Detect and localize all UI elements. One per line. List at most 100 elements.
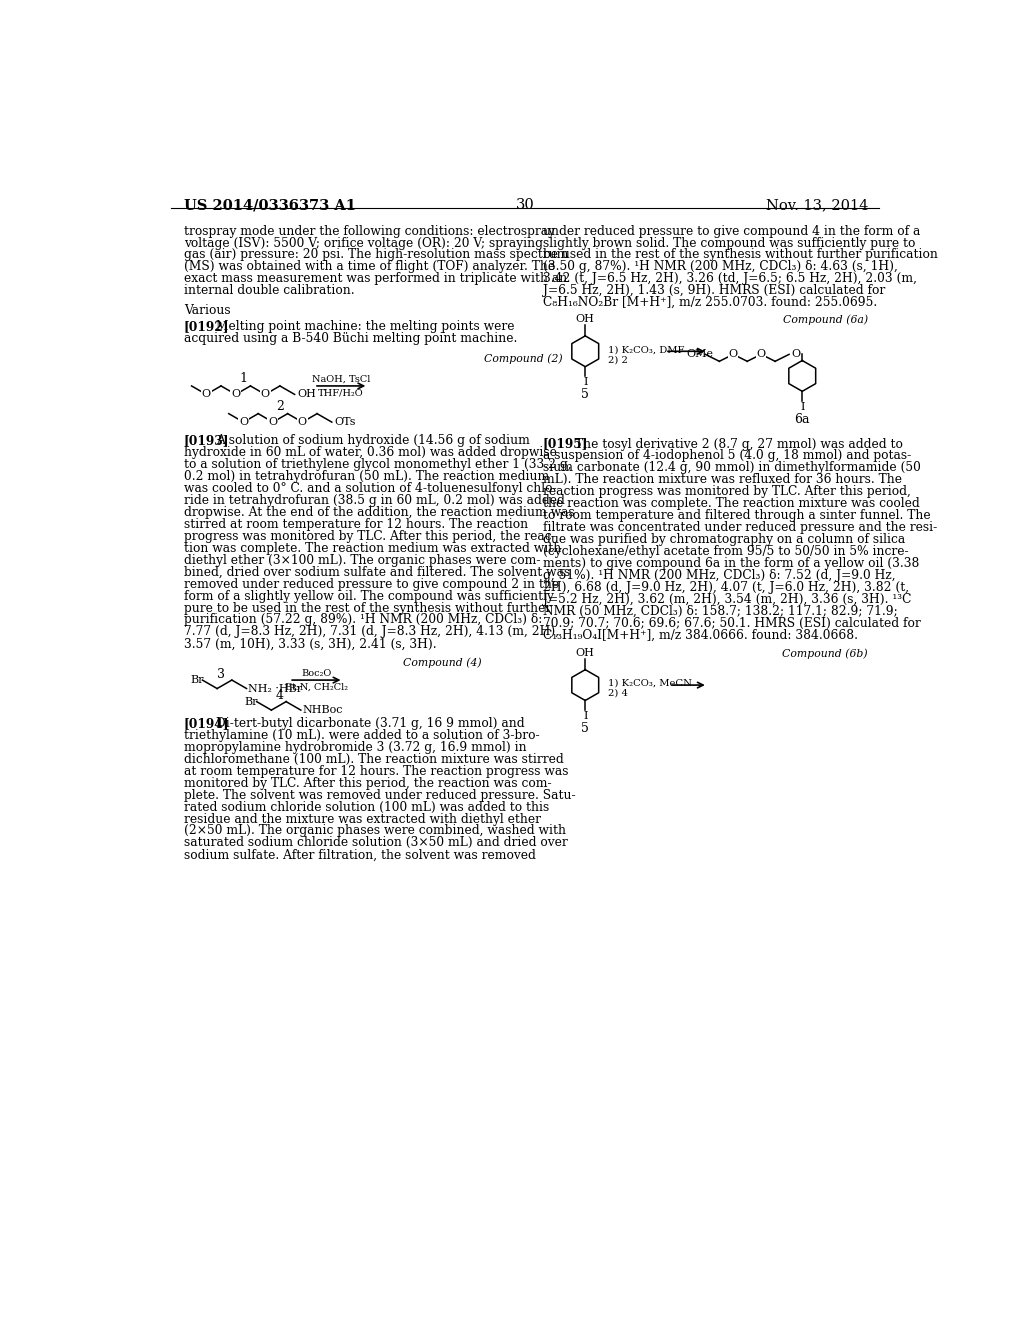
Text: OTs: OTs [334,417,355,428]
Text: 0.2 mol) in tetrahydrofuran (50 mL). The reaction medium: 0.2 mol) in tetrahydrofuran (50 mL). The… [183,470,549,483]
Text: Et₃N, CH₂Cl₂: Et₃N, CH₂Cl₂ [285,682,348,692]
Text: Nov. 13, 2014: Nov. 13, 2014 [766,198,868,213]
Text: J=6.5 Hz, 2H), 1.43 (s, 9H). HMRS (ESI) calculated for: J=6.5 Hz, 2H), 1.43 (s, 9H). HMRS (ESI) … [543,284,885,297]
Text: O: O [729,350,738,359]
Text: THF/H₂O: THF/H₂O [318,388,364,397]
Text: 2) 2: 2) 2 [608,355,629,364]
Text: be used in the rest of the synthesis without further purification: be used in the rest of the synthesis wit… [543,248,938,261]
Text: OH: OH [297,389,315,400]
Text: I: I [583,378,588,388]
Text: bined, dried over sodium sulfate and filtered. The solvent was: bined, dried over sodium sulfate and fil… [183,566,570,578]
Text: US 2014/0336373 A1: US 2014/0336373 A1 [183,198,355,213]
Text: 2H), 6.68 (d, J=9.0 Hz, 2H), 4.07 (t, J=6.0 Hz, 2H), 3.82 (t,: 2H), 6.68 (d, J=9.0 Hz, 2H), 4.07 (t, J=… [543,581,908,594]
Text: reaction progress was monitored by TLC. After this period,: reaction progress was monitored by TLC. … [543,486,910,498]
Text: The tosyl derivative 2 (8.7 g, 27 mmol) was added to: The tosyl derivative 2 (8.7 g, 27 mmol) … [575,437,903,450]
Text: O: O [298,417,307,428]
Text: ride in tetrahydrofuran (38.5 g in 60 mL, 0.2 mol) was added: ride in tetrahydrofuran (38.5 g in 60 mL… [183,494,564,507]
Text: Br: Br [190,675,204,685]
Text: pure to be used in the rest of the synthesis without further: pure to be used in the rest of the synth… [183,602,551,615]
Text: 2) 4: 2) 4 [608,689,629,698]
Text: gas (air) pressure: 20 psi. The high-resolution mass spectrum: gas (air) pressure: 20 psi. The high-res… [183,248,568,261]
Text: dropwise. At the end of the addition, the reaction medium was: dropwise. At the end of the addition, th… [183,506,574,519]
Text: removed under reduced pressure to give compound 2 in the: removed under reduced pressure to give c… [183,578,559,590]
Text: voltage (ISV): 5500 V; orifice voltage (OR): 20 V; spraying: voltage (ISV): 5500 V; orifice voltage (… [183,236,543,249]
Text: the reaction was complete. The reaction mixture was cooled: the reaction was complete. The reaction … [543,498,920,511]
Text: internal double calibration.: internal double calibration. [183,284,354,297]
Text: form of a slightly yellow oil. The compound was sufficiently: form of a slightly yellow oil. The compo… [183,590,554,603]
Text: (MS) was obtained with a time of flight (TOF) analyzer. The: (MS) was obtained with a time of flight … [183,260,555,273]
Text: g, 51%). ¹H NMR (200 MHz, CDCl₃) δ: 7.52 (d, J=9.0 Hz,: g, 51%). ¹H NMR (200 MHz, CDCl₃) δ: 7.52… [543,569,895,582]
Text: 5: 5 [582,722,589,735]
Text: Compound (2): Compound (2) [484,354,563,364]
Text: OH: OH [575,648,595,659]
Text: triethylamine (10 mL). were added to a solution of 3-bro-: triethylamine (10 mL). were added to a s… [183,729,540,742]
Text: O: O [792,350,801,359]
Text: was cooled to 0° C. and a solution of 4-toluenesulfonyl chlo-: was cooled to 0° C. and a solution of 4-… [183,482,556,495]
Text: mL). The reaction mixture was refluxed for 36 hours. The: mL). The reaction mixture was refluxed f… [543,474,901,486]
Text: to a solution of triethylene glycol monomethyl ether 1 (33.2 g,: to a solution of triethylene glycol mono… [183,458,571,471]
Text: acquired using a B-540 Büchi melting point machine.: acquired using a B-540 Büchi melting poi… [183,333,517,346]
Text: plete. The solvent was removed under reduced pressure. Satu-: plete. The solvent was removed under red… [183,788,575,801]
Text: 4: 4 [275,689,283,702]
Text: Various: Various [183,304,230,317]
Text: Boc₂O: Boc₂O [301,669,332,677]
Text: 1: 1 [239,372,247,385]
Text: sodium sulfate. After filtration, the solvent was removed: sodium sulfate. After filtration, the so… [183,849,536,862]
Text: to room temperature and filtered through a sinter funnel. The: to room temperature and filtered through… [543,510,930,523]
Text: at room temperature for 12 hours. The reaction progress was: at room temperature for 12 hours. The re… [183,764,568,777]
Text: O: O [757,350,766,359]
Text: Melting point machine: the melting points were: Melting point machine: the melting point… [216,321,515,334]
Text: I: I [583,711,588,721]
Text: filtrate was concentrated under reduced pressure and the resi-: filtrate was concentrated under reduced … [543,521,937,535]
Text: dichloromethane (100 mL). The reaction mixture was stirred: dichloromethane (100 mL). The reaction m… [183,752,563,766]
Text: 5: 5 [582,388,589,401]
Text: ments) to give compound 6a in the form of a yellow oil (3.38: ments) to give compound 6a in the form o… [543,557,919,570]
Text: O: O [268,417,278,428]
Text: O: O [239,417,248,428]
Text: NHBoc: NHBoc [302,705,343,715]
Text: Compound (6a): Compound (6a) [783,314,868,325]
Text: Di-tert-butyl dicarbonate (3.71 g, 16 9 mmol) and: Di-tert-butyl dicarbonate (3.71 g, 16 9 … [216,717,525,730]
Text: J=5.2 Hz, 2H), 3.62 (m, 2H), 3.54 (m, 2H), 3.36 (s, 3H). ¹³C: J=5.2 Hz, 2H), 3.62 (m, 2H), 3.54 (m, 2H… [543,593,911,606]
Text: diethyl ether (3×100 mL). The organic phases were com-: diethyl ether (3×100 mL). The organic ph… [183,554,541,566]
Text: Compound (6b): Compound (6b) [782,648,868,659]
Text: (cyclohexane/ethyl acetate from 95/5 to 50/50 in 5% incre-: (cyclohexane/ethyl acetate from 95/5 to … [543,545,908,558]
Text: 1) K₂CO₃, DMF: 1) K₂CO₃, DMF [608,345,685,354]
Text: NaOH, TsCl: NaOH, TsCl [312,375,371,384]
Text: [0193]: [0193] [183,434,229,447]
Text: Compound (4): Compound (4) [403,657,481,668]
Text: tion was complete. The reaction medium was extracted with: tion was complete. The reaction medium w… [183,543,561,554]
Text: 1) K₂CO₃, MeCN: 1) K₂CO₃, MeCN [608,678,692,688]
Text: due was purified by chromatography on a column of silica: due was purified by chromatography on a … [543,533,905,546]
Text: 3.42 (t, J=6.5 Hz, 2H), 3.26 (td, J=6.5; 6.5 Hz, 2H), 2.03 (m,: 3.42 (t, J=6.5 Hz, 2H), 3.26 (td, J=6.5;… [543,272,916,285]
Text: slightly brown solid. The compound was sufficiently pure to: slightly brown solid. The compound was s… [543,236,915,249]
Text: 6a: 6a [795,413,810,426]
Text: O: O [261,389,269,400]
Text: A solution of sodium hydroxide (14.56 g of sodium: A solution of sodium hydroxide (14.56 g … [216,434,530,447]
Text: saturated sodium chloride solution (3×50 mL) and dried over: saturated sodium chloride solution (3×50… [183,837,567,849]
Text: Br: Br [245,697,258,706]
Text: under reduced pressure to give compound 4 in the form of a: under reduced pressure to give compound … [543,224,920,238]
Text: 7.77 (d, J=8.3 Hz, 2H), 7.31 (d, J=8.3 Hz, 2H), 4.13 (m, 2H),: 7.77 (d, J=8.3 Hz, 2H), 7.31 (d, J=8.3 H… [183,626,559,639]
Text: C₁₃H₁₉O₄I[M+H⁺], m/z 384.0666. found: 384.0668.: C₁₃H₁₉O₄I[M+H⁺], m/z 384.0666. found: 38… [543,628,858,642]
Text: I: I [800,403,805,412]
Text: NH₂ ·HBr: NH₂ ·HBr [248,684,302,693]
Text: [0194]: [0194] [183,717,229,730]
Text: 3: 3 [217,668,225,681]
Text: NMR (50 MHz, CDCl₃) δ: 158.7; 138.2; 117.1; 82.9; 71.9;: NMR (50 MHz, CDCl₃) δ: 158.7; 138.2; 117… [543,605,897,618]
Text: stirred at room temperature for 12 hours. The reaction: stirred at room temperature for 12 hours… [183,517,528,531]
Text: (2×50 mL). The organic phases were combined, washed with: (2×50 mL). The organic phases were combi… [183,825,566,837]
Text: C₈H₁₆NO₂Br [M+H⁺], m/z 255.0703. found: 255.0695.: C₈H₁₆NO₂Br [M+H⁺], m/z 255.0703. found: … [543,296,877,309]
Text: trospray mode under the following conditions: electrospray: trospray mode under the following condit… [183,224,555,238]
Text: 70.9; 70.7; 70.6; 69.6; 67.6; 50.1. HMRS (ESI) calculated for: 70.9; 70.7; 70.6; 69.6; 67.6; 50.1. HMRS… [543,616,921,630]
Text: exact mass measurement was performed in triplicate with an: exact mass measurement was performed in … [183,272,567,285]
Text: OH: OH [575,314,595,325]
Text: purification (57.22 g, 89%). ¹H NMR (200 MHz, CDCl₃) δ:: purification (57.22 g, 89%). ¹H NMR (200… [183,614,542,627]
Text: [0195]: [0195] [543,437,588,450]
Text: O: O [231,389,241,400]
Text: rated sodium chloride solution (100 mL) was added to this: rated sodium chloride solution (100 mL) … [183,800,549,813]
Text: O: O [202,389,211,400]
Text: 30: 30 [515,198,535,213]
Text: a suspension of 4-iodophenol 5 (4.0 g, 18 mmol) and potas-: a suspension of 4-iodophenol 5 (4.0 g, 1… [543,449,911,462]
Text: [0192]: [0192] [183,321,229,334]
